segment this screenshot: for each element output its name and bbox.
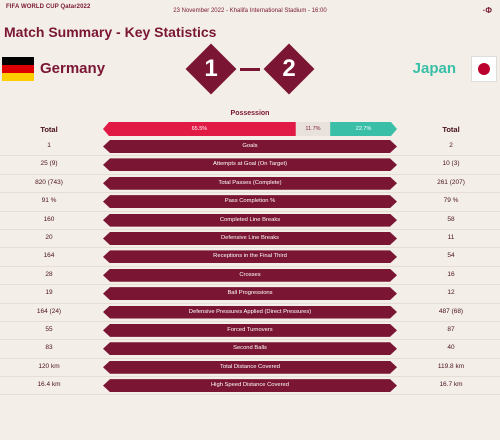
stat-row: 20 Defensive Line Breaks 11 xyxy=(0,230,500,249)
stat-row: 164 Receptions in the Final Third 54 xyxy=(0,248,500,267)
home-team-name: Germany xyxy=(40,60,106,77)
away-stat-value: 79 % xyxy=(443,197,459,205)
stat-bar xyxy=(103,140,397,153)
partner-icon: ·Φ xyxy=(482,6,492,15)
home-stat-value: 164 (24) xyxy=(36,307,62,315)
home-stat-value: 120 km xyxy=(38,362,60,370)
stat-label: Crosses xyxy=(239,271,261,278)
possession-row: Total 65.5% 11.7% 22.7% Total xyxy=(0,122,500,136)
away-stat-value: 58 xyxy=(447,215,455,223)
away-stat-value: 54 xyxy=(447,252,455,260)
stat-row: 1 Goals 2 xyxy=(0,138,500,157)
away-possession-segment: 22.7% xyxy=(330,122,397,136)
stat-bar xyxy=(103,287,397,300)
stat-label: Second Balls xyxy=(233,345,267,352)
away-stat-value: 16.7 km xyxy=(439,381,463,389)
stat-row: 28 Crosses 16 xyxy=(0,267,500,286)
away-stat-value: 261 (207) xyxy=(437,178,465,186)
away-possession-value: 22.7% xyxy=(355,126,372,132)
home-possession-value: 65.5% xyxy=(191,126,208,132)
contest-possession-value: 11.7% xyxy=(305,126,321,132)
top-bar: FIFA WORLD CUP Qatar2022 23 November 202… xyxy=(0,0,500,20)
home-stat-value: 164 xyxy=(43,252,55,260)
stat-label: Forced Turnovers xyxy=(227,326,273,333)
home-stat-value: 91 % xyxy=(41,197,57,205)
home-score: 1 xyxy=(204,55,218,82)
stat-row: 55 Forced Turnovers 87 xyxy=(0,322,500,341)
away-stat-value: 10 (3) xyxy=(442,160,460,168)
stat-label: Completed Line Breaks xyxy=(219,216,281,223)
away-stat-value: 40 xyxy=(447,344,455,352)
stat-label: Ball Progressions xyxy=(227,290,273,297)
away-score-badge: 2 xyxy=(263,43,315,95)
possession-label: Possession xyxy=(230,110,270,117)
home-stat-value: 16.4 km xyxy=(37,381,61,389)
page-title: Match Summary - Key Statistics xyxy=(4,24,217,40)
stat-bar xyxy=(103,306,397,319)
stat-bar xyxy=(103,342,397,355)
stat-bar xyxy=(103,177,397,190)
stat-label: Pass Completion % xyxy=(224,198,276,205)
home-score-badge: 1 xyxy=(185,43,237,95)
stat-row: 160 Completed Line Breaks 58 xyxy=(0,212,500,230)
stat-label: High Speed Distance Covered xyxy=(211,382,289,389)
away-total-label: Total xyxy=(442,125,460,134)
home-stat-value: 55 xyxy=(45,325,53,333)
stat-row: 820 (743) Total Passes (Complete) 261 (207… xyxy=(0,175,500,194)
stat-row: 120 km Total Distance Covered 119.8 km xyxy=(0,359,500,378)
home-stat-value: 160 xyxy=(43,215,55,223)
stats-table: 1 Goals 2 25 (9) Attempts at Goal (On Target… xyxy=(0,138,500,396)
home-stat-value: 83 xyxy=(45,344,53,352)
stat-bar xyxy=(103,232,397,245)
germany-flag-icon xyxy=(2,57,34,81)
stat-label: Defensive Pressures Applied (Direct Pres… xyxy=(188,308,312,315)
score-separator xyxy=(240,68,260,71)
stat-bar xyxy=(103,214,397,227)
stat-bar xyxy=(103,195,397,208)
home-stat-value: 1 xyxy=(47,142,51,149)
away-stat-value: 87 xyxy=(447,325,455,333)
away-stat-value: 487 (68) xyxy=(438,307,464,315)
away-stat-value: 16 xyxy=(447,270,455,278)
stat-row: 164 (24) Defensive Pressures Applied (Dir… xyxy=(0,304,500,322)
stat-row: 16.4 km High Speed Distance Covered 16.7 k… xyxy=(0,377,500,396)
away-stat-value: 11 xyxy=(447,233,455,241)
home-total-label: Total xyxy=(40,125,58,134)
stat-bar xyxy=(103,250,397,263)
stat-bar xyxy=(103,158,397,171)
japan-flag-icon xyxy=(471,56,497,82)
away-stat-value: 12 xyxy=(447,289,455,297)
stat-bar xyxy=(103,379,397,392)
stat-label: Total Passes (Complete) xyxy=(218,179,282,186)
home-stat-value: 820 (743) xyxy=(35,178,63,186)
stat-bar xyxy=(103,361,397,374)
home-possession-segment: 65.5% xyxy=(103,122,296,136)
home-stat-value: 25 (9) xyxy=(40,160,58,168)
stat-row: 91 % Pass Completion % 79 % xyxy=(0,193,500,212)
stat-label: Defensive Line Breaks xyxy=(221,234,279,241)
stat-label: Goals xyxy=(242,143,258,149)
stat-row: 25 (9) Attempts at Goal (On Target) 10 (3) xyxy=(0,156,500,175)
away-score: 2 xyxy=(282,55,296,82)
stat-label: Total Distance Covered xyxy=(220,363,280,370)
away-stat-value: 119.8 km xyxy=(437,362,465,370)
home-stat-value: 28 xyxy=(45,270,53,278)
stat-bar xyxy=(103,324,397,337)
stat-label: Receptions in the Final Third xyxy=(213,253,287,260)
home-stat-value: 19 xyxy=(45,289,53,297)
stat-row: 83 Second Balls 40 xyxy=(0,340,500,359)
contest-possession-segment: 11.7% xyxy=(295,122,331,136)
away-team-name: Japan xyxy=(412,60,456,77)
tournament-logo: FIFA WORLD CUP Qatar2022 xyxy=(6,4,91,10)
possession-bar: 65.5% 11.7% 22.7% xyxy=(103,122,397,136)
away-stat-value: 2 xyxy=(449,142,453,149)
stat-label: Attempts at Goal (On Target) xyxy=(213,161,287,168)
stat-row: 19 Ball Progressions 12 xyxy=(0,285,500,304)
match-info: 23 November 2022 - Khalifa International… xyxy=(173,8,327,14)
home-stat-value: 20 xyxy=(45,233,53,241)
stat-bar xyxy=(103,269,397,282)
